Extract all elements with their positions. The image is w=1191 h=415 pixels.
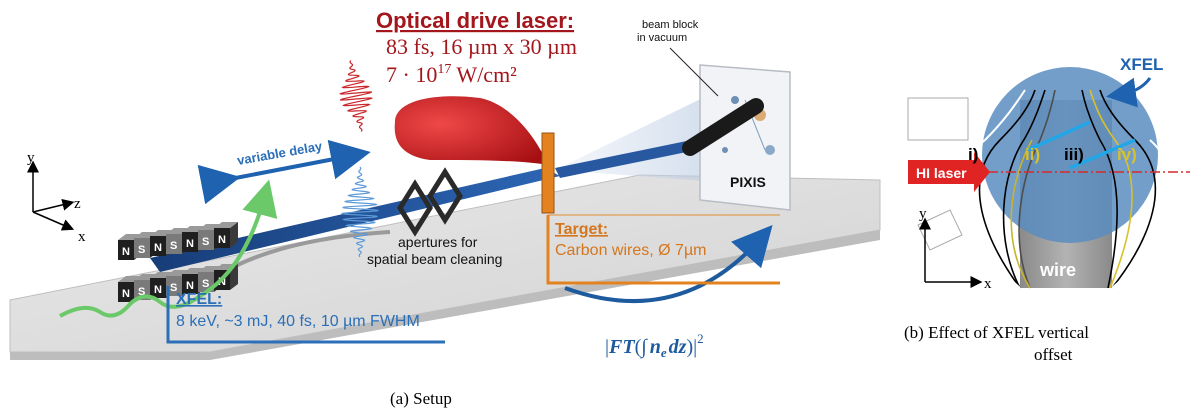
magnet-label: N xyxy=(218,234,226,246)
xfel-label-b: XFEL xyxy=(1120,55,1163,74)
xfel-streak-2 xyxy=(1069,138,1136,170)
label-iii: iii) xyxy=(1064,145,1084,164)
xfel-desc: 8 keV, ~3 mJ, 40 fs, 10 µm FWHM xyxy=(176,313,420,330)
axis-b-y: y xyxy=(919,206,927,222)
beam-block-pointer xyxy=(669,47,719,97)
magnet-label: N xyxy=(154,284,162,296)
formula-sub: e xyxy=(661,345,667,360)
pixis-label: PIXIS xyxy=(730,174,766,190)
formula-dz: dz xyxy=(669,336,687,358)
magnet-label: N xyxy=(186,280,194,292)
drive-laser-lobe xyxy=(394,96,548,165)
axis-z-label: z xyxy=(74,196,81,212)
faint-box-1 xyxy=(907,97,969,141)
drive-laser-line2-base: 7 · 10 xyxy=(386,62,437,87)
formula-close: ) xyxy=(686,336,693,358)
drive-laser-line2: 7 · 1017 W/cm² xyxy=(386,62,517,87)
target-wire xyxy=(541,132,555,214)
magnet-label: N xyxy=(154,242,162,254)
formula-n: n xyxy=(650,336,661,358)
magnet-label: N xyxy=(122,246,130,258)
caption-b-line2: offset xyxy=(1034,345,1073,364)
target-desc: Carbon wires, Ø 7µm xyxy=(555,242,706,259)
magnet-label: S xyxy=(138,286,145,298)
magnet-label: S xyxy=(202,278,209,290)
xfel-streak-1 xyxy=(1027,120,1091,152)
axis-b-x: x xyxy=(984,276,992,292)
target-title: Target: xyxy=(555,221,608,238)
drive-laser-line1: 83 fs, 16 µm x 30 µm xyxy=(386,34,577,59)
xfel-box xyxy=(166,286,445,344)
hi-laser-label: HI laser xyxy=(916,165,967,181)
drive-laser-line2-unit: W/cm² xyxy=(451,62,517,87)
xfel-arrow-b xyxy=(1106,77,1152,108)
axes-3d xyxy=(27,160,75,231)
formula-power: 2 xyxy=(697,331,704,346)
apertures-line2: spatial beam cleaning xyxy=(367,251,502,267)
scattering-arrow xyxy=(564,225,773,304)
formula-open: ( xyxy=(635,336,642,358)
apertures-line1: apertures for xyxy=(398,234,478,250)
magnet-label: S xyxy=(170,240,177,252)
field-lines xyxy=(959,89,1173,289)
magnet-label: S xyxy=(202,236,209,248)
label-ii: ii) xyxy=(1025,145,1040,164)
variable-delay-arrow xyxy=(197,139,371,205)
label-iv: iv) xyxy=(1117,145,1137,164)
axis-y-label: y xyxy=(27,150,35,166)
beam-block-line2: in vacuum xyxy=(637,32,687,44)
axes-2d xyxy=(919,217,983,288)
hi-laser-arrow xyxy=(908,152,990,192)
panel-b: XFEL HI laser i) ii) iii) iv) wire y x (… xyxy=(904,55,1190,364)
magnet-label: S xyxy=(138,244,145,256)
apertures xyxy=(397,167,463,237)
formula-left-bar: | xyxy=(605,336,609,358)
caption-b-line1: (b) Effect of XFEL vertical xyxy=(904,323,1089,342)
drive-laser-pulse xyxy=(339,60,373,132)
caption-a: (a) Setup xyxy=(390,389,452,408)
drive-laser-title: Optical drive laser: xyxy=(376,8,574,33)
xfel-spot xyxy=(982,67,1158,243)
beam-block-line1: beam block xyxy=(642,19,699,31)
drive-laser-line2-exp: 17 xyxy=(437,62,451,77)
formula-integral: ∫ xyxy=(639,336,648,359)
magnet-label: S xyxy=(170,282,177,294)
magnet-label: N xyxy=(218,276,226,288)
scattering-formula: |FT(∫ ne dz)|2 xyxy=(605,331,704,360)
axis-x-label: x xyxy=(78,229,86,245)
formula-ft: FT xyxy=(608,336,635,358)
faint-box-2 xyxy=(917,209,963,251)
pixis-detector: PIXIS xyxy=(699,64,791,211)
undulator: N S N S N S NN S N S N S N xyxy=(118,222,238,302)
target-box xyxy=(546,215,780,285)
label-i: i) xyxy=(968,145,978,164)
xfel-title: XFEL: xyxy=(176,291,222,308)
formula-right-bar: | xyxy=(693,336,697,358)
electron-path xyxy=(59,179,278,318)
magnet-block: N xyxy=(214,222,238,248)
magnet-label: N xyxy=(122,288,130,300)
beam-block xyxy=(682,98,764,156)
magnet-label: N xyxy=(186,238,194,250)
wire-label: wire xyxy=(1039,260,1076,280)
panel-a: PIXIS N S N S N S NN S N S N S N variable delay xyxy=(9,8,881,408)
